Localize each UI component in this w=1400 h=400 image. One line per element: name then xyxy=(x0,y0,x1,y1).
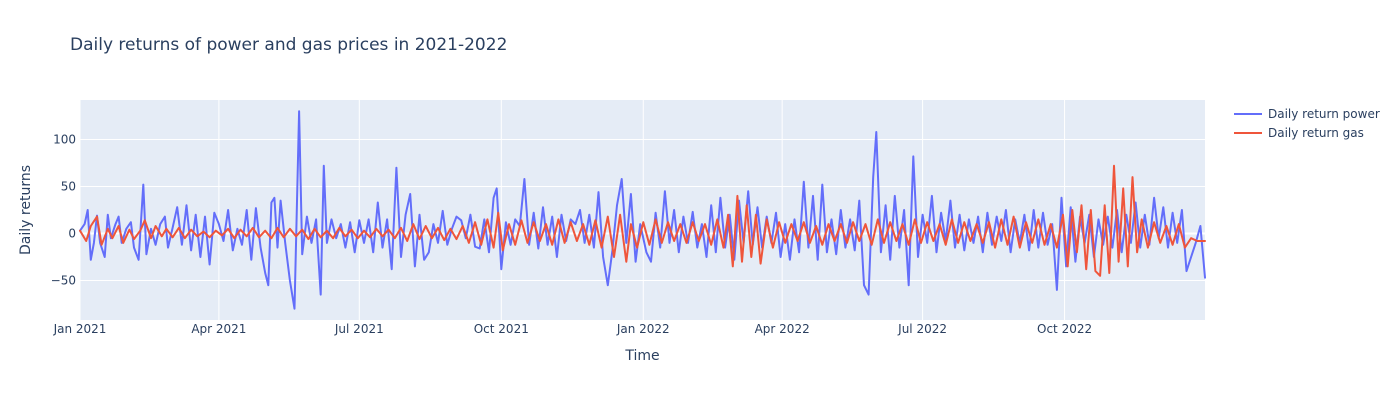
legend-item[interactable]: Daily return power xyxy=(1234,107,1380,121)
y-tick-label: 100 xyxy=(53,132,76,146)
x-tick-label: Jul 2021 xyxy=(334,322,384,336)
legend-label: Daily return power xyxy=(1268,107,1380,121)
y-tick-label: −50 xyxy=(51,274,76,288)
series-line-power xyxy=(79,110,1206,310)
x-tick-label: Apr 2022 xyxy=(755,322,810,336)
legend-label: Daily return gas xyxy=(1268,126,1364,140)
y-tick-label: 50 xyxy=(61,179,76,193)
x-tick-label: Apr 2021 xyxy=(191,322,246,336)
chart-title: Daily returns of power and gas prices in… xyxy=(70,35,507,55)
x-tick-label: Jan 2021 xyxy=(53,322,107,336)
y-tick-label: 0 xyxy=(68,227,76,241)
x-tick-label: Oct 2022 xyxy=(1037,322,1092,336)
legend[interactable]: Daily return power Daily return gas xyxy=(1234,107,1380,140)
series-layer xyxy=(79,110,1206,310)
x-tick-label: Jul 2022 xyxy=(897,322,947,336)
series-line-gas xyxy=(79,164,1206,277)
x-axis-title: Time xyxy=(624,348,659,364)
y-axis-title: Daily returns xyxy=(18,165,34,255)
x-axis-ticks: Jan 2021 Apr 2021 Jul 2021 Oct 2021 Jan 2022… xyxy=(53,322,1093,336)
y-axis-ticks: −50 0 50 100 xyxy=(51,132,76,287)
x-tick-label: Jan 2022 xyxy=(616,322,670,336)
legend-item[interactable]: Daily return gas xyxy=(1234,126,1364,140)
plot-area xyxy=(80,100,1205,320)
x-tick-label: Oct 2021 xyxy=(474,322,529,336)
